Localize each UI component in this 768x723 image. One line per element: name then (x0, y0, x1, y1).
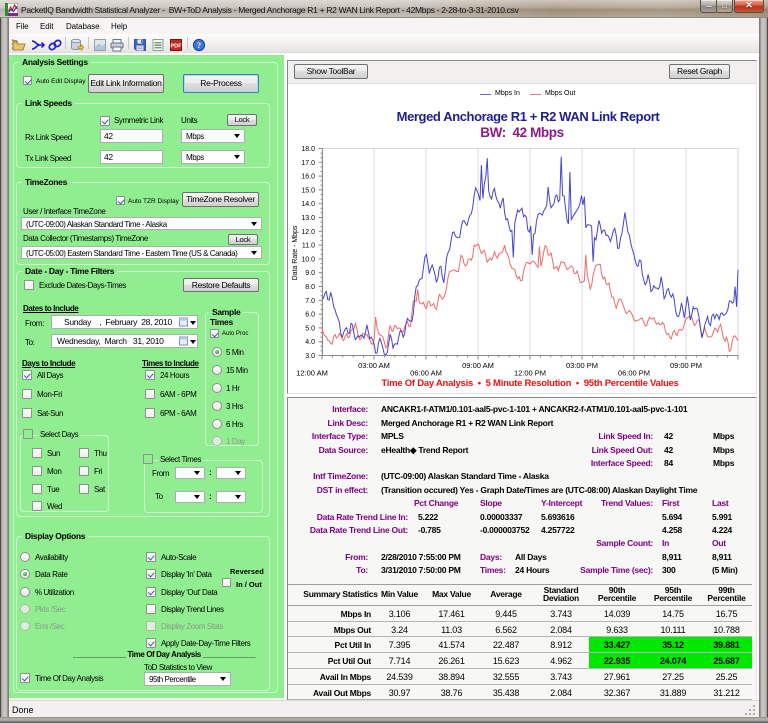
svg-text:Data Rate - Mbps: Data Rate - Mbps (292, 225, 299, 280)
svg-text:4.0: 4.0 (305, 339, 315, 346)
svg-text:8.0: 8.0 (305, 284, 315, 291)
svg-text:12:00 AM: 12:00 AM (296, 369, 328, 378)
svg-text:6.0: 6.0 (305, 312, 315, 319)
svg-text:3.0: 3.0 (305, 353, 315, 360)
svg-text:16.0: 16.0 (301, 174, 315, 181)
svg-text:03:00 AM: 03:00 AM (358, 361, 390, 370)
svg-text:09:00 AM: 09:00 AM (462, 361, 494, 370)
svg-text:15.0: 15.0 (301, 187, 315, 194)
svg-text:03:00 PM: 03:00 PM (566, 361, 598, 370)
svg-text:09:00 PM: 09:00 PM (670, 361, 702, 370)
svg-text:7.0: 7.0 (305, 298, 315, 305)
svg-text:9.0: 9.0 (305, 270, 315, 277)
svg-text:14.0: 14.0 (301, 201, 315, 208)
svg-text:?: ? (197, 40, 201, 50)
svg-text:12.0: 12.0 (301, 229, 315, 236)
svg-text:13.0: 13.0 (301, 215, 315, 222)
svg-text:5.0: 5.0 (305, 325, 315, 332)
svg-text:PDF: PDF (171, 44, 183, 50)
svg-text:06:00 PM: 06:00 PM (618, 369, 650, 378)
svg-text:10.0: 10.0 (301, 256, 315, 263)
svg-text:12:00 PM: 12:00 PM (514, 369, 546, 378)
svg-text:18.0: 18.0 (301, 146, 315, 153)
svg-text:06:00 AM: 06:00 AM (410, 369, 442, 378)
svg-text:11.0: 11.0 (302, 243, 315, 250)
svg-text:17.0: 17.0 (301, 160, 315, 167)
